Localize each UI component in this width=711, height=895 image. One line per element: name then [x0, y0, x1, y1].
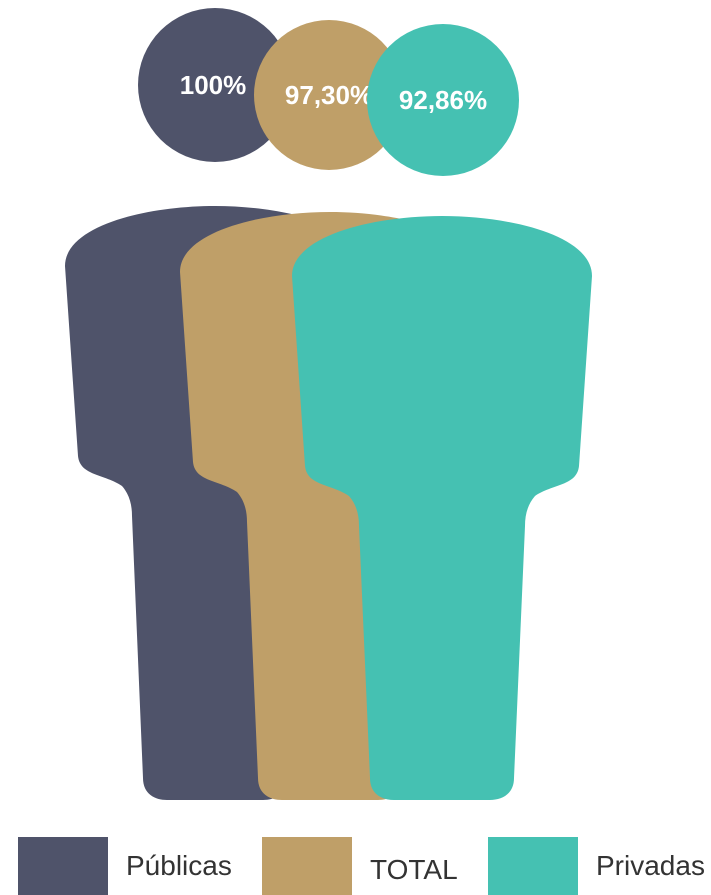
- value-label-total: 97,30%: [285, 80, 373, 110]
- body-privadas: [292, 216, 592, 800]
- legend-swatch-privadas: [488, 837, 578, 895]
- value-label-publicas: 100%: [180, 70, 247, 100]
- legend-swatch-total: [262, 837, 352, 895]
- legend-label-privadas: Privadas: [596, 850, 705, 881]
- head-total: [254, 20, 404, 170]
- head-privadas: [367, 24, 519, 176]
- legend: Públicas TOTAL Privadas: [18, 837, 705, 895]
- legend-label-publicas: Públicas: [126, 850, 232, 881]
- person-heads: 100% 97,30% 92,86%: [138, 8, 519, 176]
- person-bodies: [65, 206, 592, 800]
- legend-swatch-publicas: [18, 837, 108, 895]
- value-label-privadas: 92,86%: [399, 85, 487, 115]
- legend-label-total: TOTAL: [370, 854, 458, 885]
- head-publicas: [138, 8, 292, 162]
